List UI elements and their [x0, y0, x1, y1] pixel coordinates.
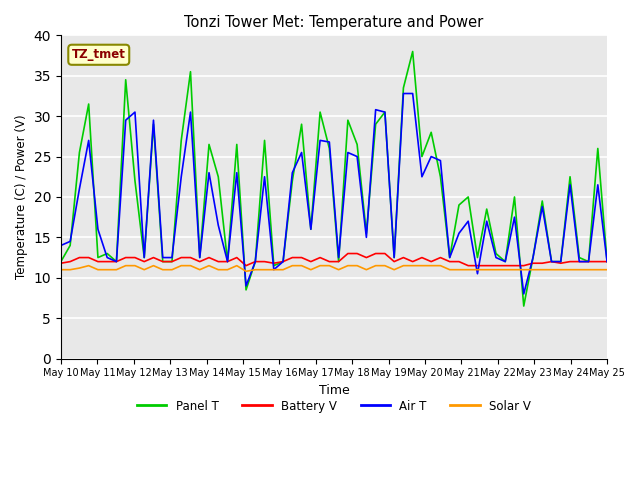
Solar V [242, 268, 250, 274]
Solar V [418, 263, 426, 268]
Battery V [150, 255, 157, 261]
Solar V [604, 267, 611, 273]
Line: Solar V: Solar V [61, 265, 607, 271]
X-axis label: Time: Time [319, 384, 349, 397]
Panel T [604, 259, 611, 264]
Panel T [242, 287, 250, 293]
Line: Air T: Air T [61, 94, 607, 294]
Air T [196, 255, 204, 261]
Battery V [344, 251, 352, 256]
Air T [520, 291, 527, 297]
Air T [409, 91, 417, 96]
Solar V [205, 263, 213, 268]
Solar V [252, 267, 259, 273]
Panel T [409, 48, 417, 54]
Battery V [57, 260, 65, 266]
Panel T [57, 259, 65, 264]
Solar V [224, 267, 232, 273]
Solar V [57, 267, 65, 273]
Solar V [260, 267, 268, 273]
Battery V [233, 255, 241, 261]
Solar V [159, 267, 166, 273]
Panel T [233, 142, 241, 147]
Air T [604, 259, 611, 264]
Battery V [242, 263, 250, 268]
Panel T [150, 121, 157, 127]
Text: TZ_tmet: TZ_tmet [72, 48, 125, 61]
Air T [233, 170, 241, 176]
Panel T [196, 255, 204, 261]
Line: Battery V: Battery V [61, 253, 607, 265]
Battery V [252, 259, 259, 264]
Battery V [214, 259, 222, 264]
Air T [242, 283, 250, 289]
Panel T [520, 303, 527, 309]
Panel T [399, 85, 407, 91]
Air T [214, 222, 222, 228]
Air T [57, 242, 65, 248]
Battery V [604, 259, 611, 264]
Y-axis label: Temperature (C) / Power (V): Temperature (C) / Power (V) [15, 115, 28, 279]
Air T [399, 91, 407, 96]
Legend: Panel T, Battery V, Air T, Solar V: Panel T, Battery V, Air T, Solar V [132, 395, 536, 417]
Solar V [85, 263, 93, 268]
Air T [150, 117, 157, 123]
Title: Tonzi Tower Met: Temperature and Power: Tonzi Tower Met: Temperature and Power [184, 15, 484, 30]
Line: Panel T: Panel T [61, 51, 607, 306]
Panel T [214, 174, 222, 180]
Battery V [196, 259, 204, 264]
Battery V [418, 255, 426, 261]
